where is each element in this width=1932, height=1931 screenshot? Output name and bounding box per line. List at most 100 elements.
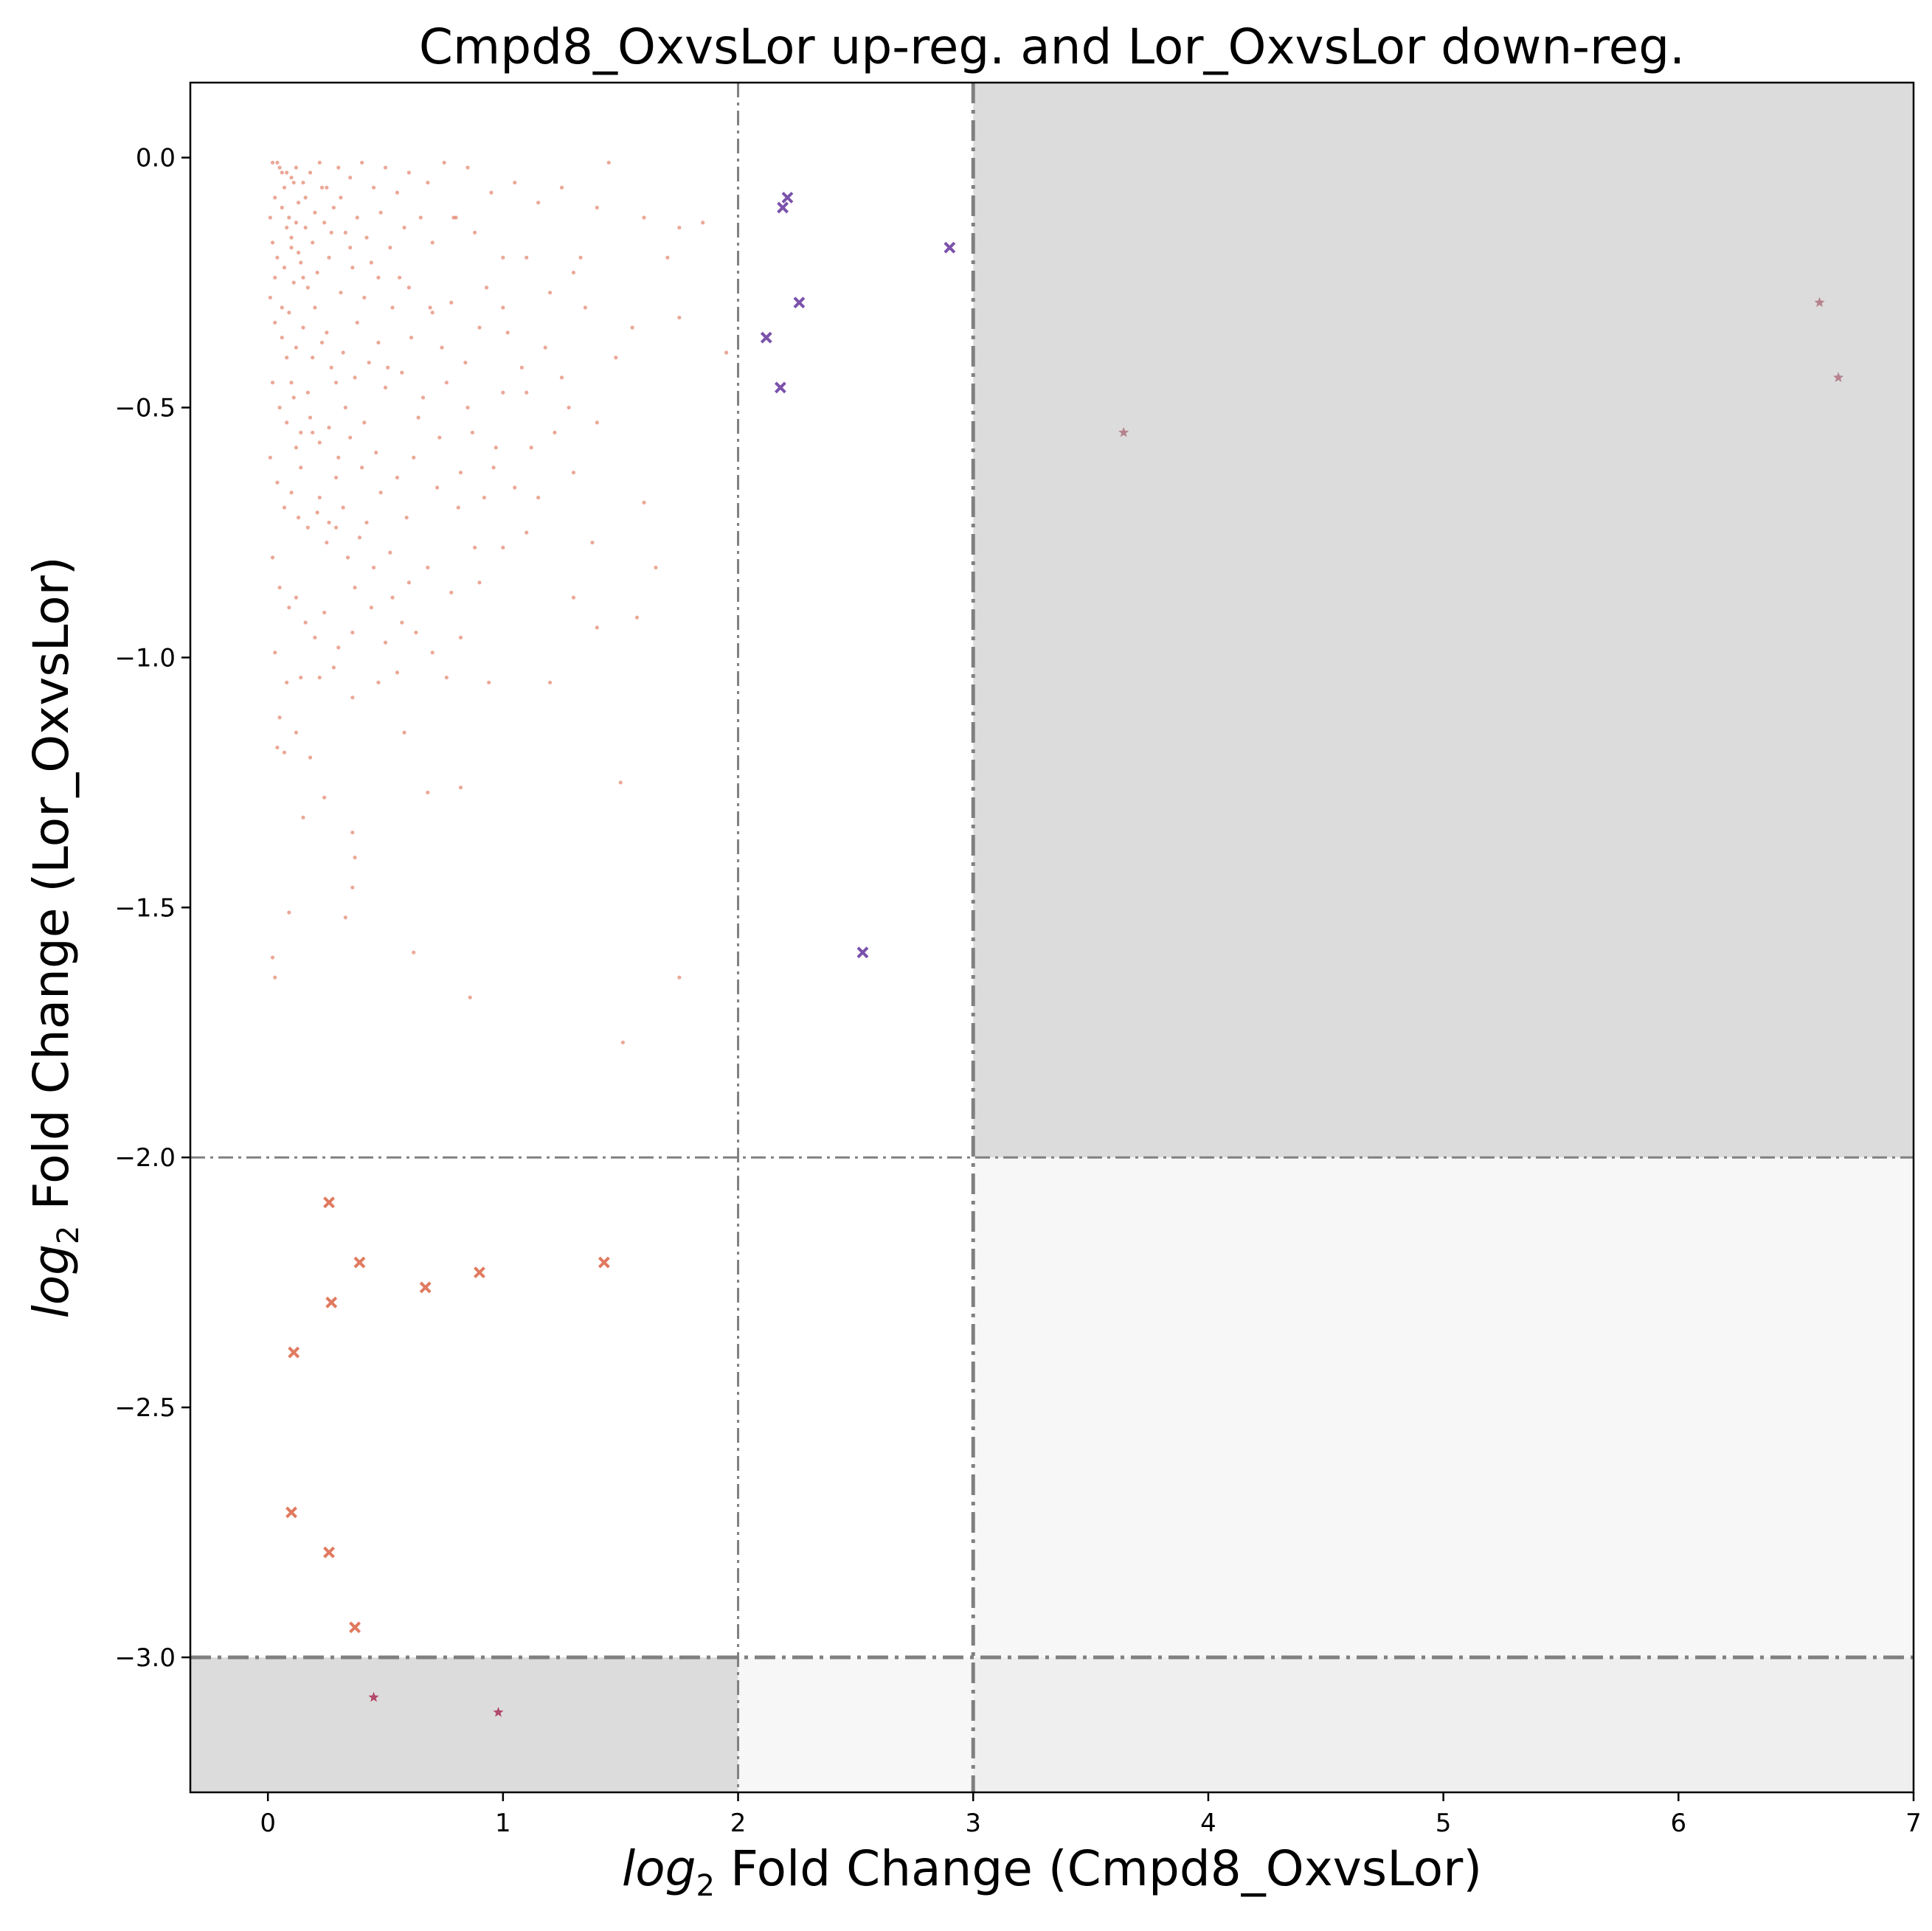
data-point bbox=[418, 215, 423, 220]
data-point bbox=[463, 360, 468, 365]
data-point bbox=[308, 415, 313, 420]
data-point-x bbox=[793, 297, 806, 309]
data-point bbox=[301, 325, 305, 330]
data-point bbox=[350, 696, 355, 700]
data-point bbox=[430, 240, 434, 245]
data-point bbox=[543, 345, 547, 350]
y-tick-label: −1.5 bbox=[114, 893, 176, 923]
data-point bbox=[270, 555, 275, 560]
data-point bbox=[513, 180, 517, 185]
data-point bbox=[322, 795, 327, 800]
shaded-region bbox=[190, 1657, 738, 1792]
data-point bbox=[299, 675, 303, 680]
data-point bbox=[524, 255, 529, 260]
data-point bbox=[449, 300, 454, 305]
data-point bbox=[282, 505, 287, 510]
data-point bbox=[289, 176, 294, 180]
data-point bbox=[360, 160, 364, 165]
data-point bbox=[677, 315, 682, 320]
data-point bbox=[350, 831, 355, 835]
data-point bbox=[420, 395, 426, 400]
y-tick-label: −2.0 bbox=[114, 1143, 176, 1173]
data-point bbox=[559, 375, 564, 380]
data-point bbox=[642, 215, 646, 220]
x-stroke bbox=[349, 1621, 361, 1634]
data-point bbox=[553, 430, 557, 435]
data-point bbox=[583, 305, 587, 310]
data-point bbox=[400, 620, 404, 625]
x-axis-label-text: Fold Change (Cmpd8_OxvsLor) bbox=[715, 1840, 1482, 1897]
data-point bbox=[301, 180, 305, 185]
data-point-x bbox=[781, 191, 794, 204]
data-point bbox=[547, 680, 553, 684]
data-point bbox=[449, 590, 454, 594]
data-point bbox=[505, 330, 510, 335]
shaded-regions bbox=[190, 83, 1914, 1792]
data-point bbox=[305, 525, 310, 530]
data-point bbox=[299, 465, 303, 470]
data-point bbox=[294, 221, 299, 225]
data-point bbox=[339, 195, 343, 200]
x-stroke bbox=[419, 1281, 432, 1294]
x-tick-label: 4 bbox=[1200, 1809, 1216, 1838]
data-point bbox=[470, 430, 475, 435]
data-point bbox=[404, 516, 409, 520]
data-point bbox=[630, 325, 634, 330]
data-point bbox=[348, 435, 353, 440]
data-point bbox=[473, 230, 477, 235]
data-point-x bbox=[856, 946, 869, 959]
data-point bbox=[364, 235, 369, 240]
data-point bbox=[322, 221, 327, 225]
data-point bbox=[285, 170, 289, 175]
data-point bbox=[305, 390, 310, 395]
data-point bbox=[329, 365, 333, 370]
x-tick-label: 7 bbox=[1905, 1809, 1922, 1838]
data-point bbox=[369, 260, 373, 265]
data-point bbox=[360, 465, 364, 470]
y-axis-label-log: log bbox=[23, 1244, 80, 1319]
data-point bbox=[383, 385, 388, 390]
data-point bbox=[620, 1040, 625, 1044]
data-point bbox=[313, 635, 317, 639]
data-point bbox=[442, 160, 446, 165]
data-point bbox=[357, 535, 362, 540]
data-point bbox=[378, 490, 383, 495]
data-point bbox=[428, 305, 432, 310]
data-point bbox=[409, 336, 414, 340]
data-point bbox=[317, 675, 322, 680]
data-point bbox=[277, 715, 282, 720]
data-point bbox=[402, 730, 406, 735]
data-point bbox=[386, 365, 390, 370]
data-point bbox=[319, 340, 325, 345]
data-point bbox=[458, 635, 463, 639]
data-point bbox=[362, 420, 367, 425]
data-point bbox=[388, 246, 392, 250]
data-point bbox=[277, 405, 282, 410]
data-point bbox=[273, 275, 277, 280]
data-point bbox=[270, 955, 275, 960]
data-point bbox=[285, 680, 289, 684]
data-point bbox=[291, 180, 296, 185]
data-point-star bbox=[1832, 372, 1844, 382]
data-point bbox=[390, 595, 395, 600]
data-point bbox=[430, 651, 434, 655]
data-point bbox=[275, 160, 280, 165]
data-point bbox=[296, 516, 301, 520]
data-point bbox=[362, 295, 367, 300]
data-point bbox=[270, 240, 275, 245]
data-point bbox=[301, 275, 305, 280]
data-point bbox=[273, 975, 277, 980]
data-point bbox=[289, 246, 294, 250]
data-point bbox=[371, 185, 376, 190]
data-point bbox=[331, 205, 336, 210]
data-point bbox=[412, 455, 416, 460]
x-axis-label: log2 Fold Change (Cmpd8_OxvsLor) bbox=[622, 1840, 1482, 1903]
x-stroke bbox=[598, 1256, 610, 1269]
data-point-star bbox=[1118, 426, 1129, 437]
data-point bbox=[487, 680, 491, 684]
x-tick-label: 0 bbox=[260, 1809, 276, 1838]
threshold-lines bbox=[190, 83, 1914, 1792]
data-point bbox=[571, 471, 576, 475]
data-point bbox=[282, 750, 287, 755]
data-point bbox=[333, 381, 339, 385]
